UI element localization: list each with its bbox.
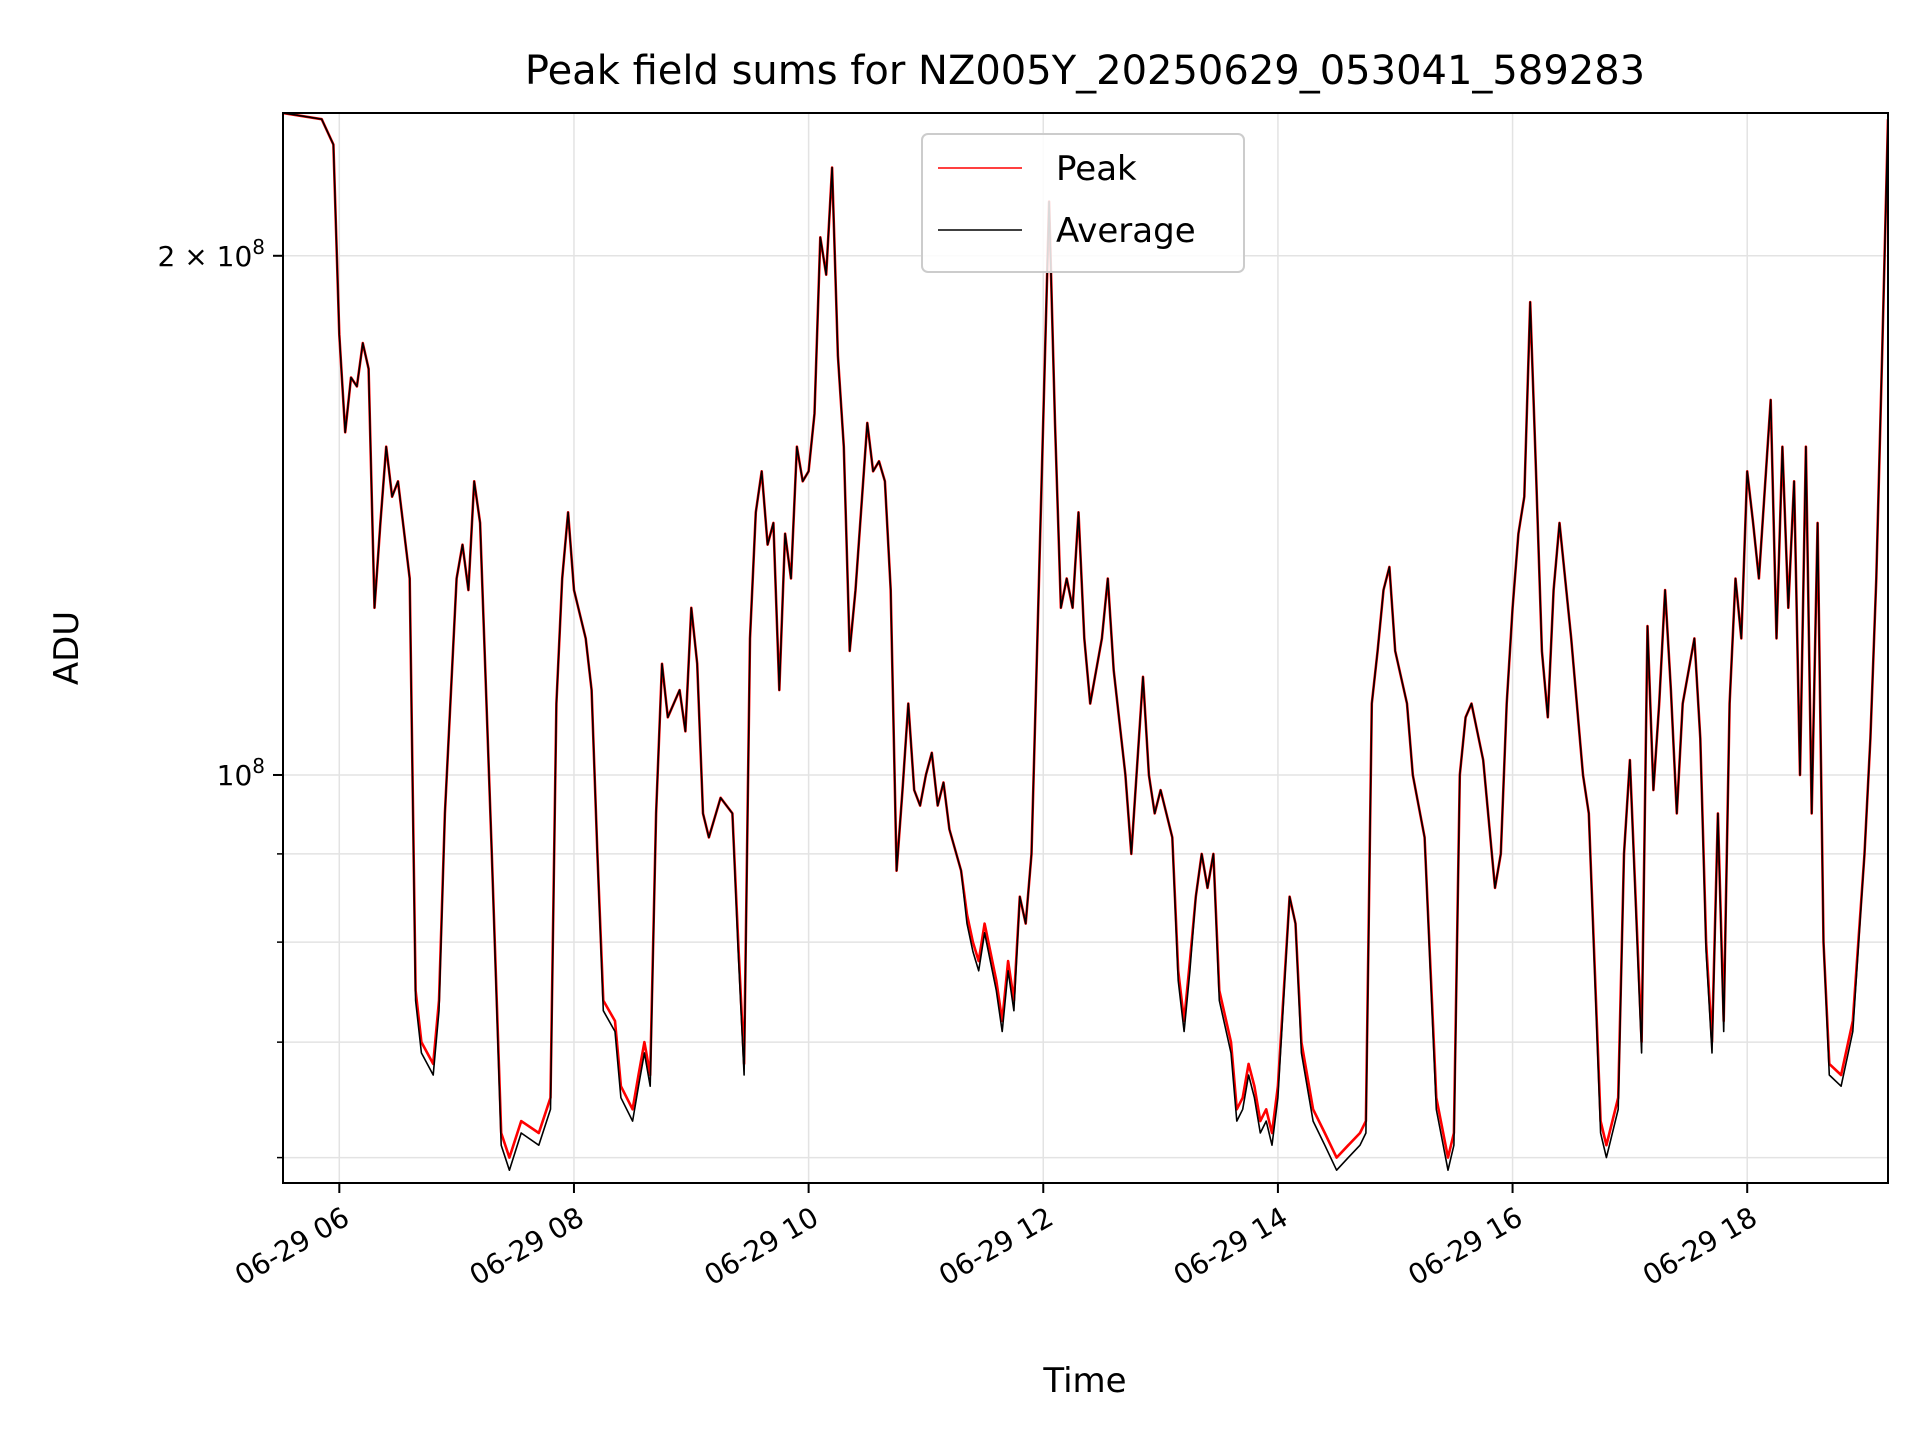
- x-tick-label: 06-29 06: [229, 1200, 355, 1292]
- series-line-average: [283, 113, 1888, 1171]
- x-tick-label: 06-29 08: [464, 1200, 590, 1292]
- x-tick-label: 06-29 10: [699, 1200, 825, 1292]
- y-axis-label: ADU: [47, 611, 87, 685]
- x-tick-label: 06-29 18: [1637, 1200, 1763, 1292]
- x-tick-label: 06-29 16: [1403, 1200, 1529, 1292]
- y-tick-label: 2 × 108: [158, 235, 265, 273]
- y-tick-label: 108: [217, 754, 265, 792]
- y-axis: 108 2 × 108: [158, 235, 283, 1159]
- x-axis: 06-29 06 06-29 08 06-29 10 06-29 12 06-29 14…: [229, 1183, 1763, 1292]
- chart-title: Peak field sums for NZ005Y_20250629_0530…: [525, 48, 1645, 94]
- plot-frame: [282, 112, 1889, 1184]
- x-axis-label: Time: [1042, 1361, 1126, 1401]
- plot-area: [283, 113, 1888, 1171]
- legend-label-peak: Peak: [1056, 149, 1137, 189]
- x-tick-label: 06-29 14: [1168, 1200, 1294, 1292]
- x-tick-label: 06-29 12: [933, 1200, 1059, 1292]
- legend-label-average: Average: [1056, 211, 1196, 251]
- legend: Peak Average: [921, 133, 1245, 273]
